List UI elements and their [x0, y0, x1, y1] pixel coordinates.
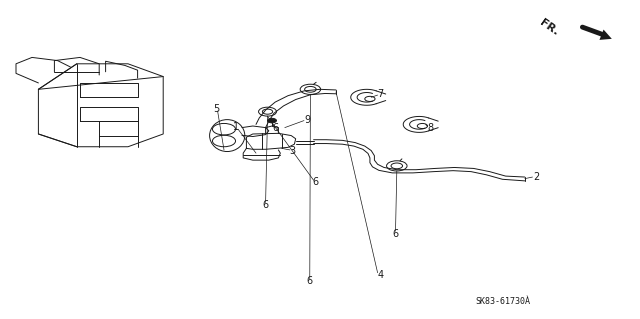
Text: 6: 6	[312, 177, 319, 188]
Text: FR.: FR.	[538, 17, 560, 37]
Text: 7: 7	[378, 89, 384, 99]
Text: 6: 6	[272, 122, 278, 133]
Text: 2: 2	[533, 172, 540, 182]
Circle shape	[268, 118, 276, 123]
Text: SK83-61730À: SK83-61730À	[475, 297, 530, 306]
Text: 1: 1	[232, 122, 239, 132]
Text: 4: 4	[378, 270, 384, 280]
Text: 5: 5	[213, 104, 220, 114]
Text: 9: 9	[304, 115, 310, 125]
Text: 6: 6	[307, 276, 313, 286]
Text: 6: 6	[392, 228, 399, 239]
Text: 3: 3	[289, 145, 296, 156]
Text: 8: 8	[427, 122, 433, 133]
Text: 6: 6	[262, 200, 269, 210]
